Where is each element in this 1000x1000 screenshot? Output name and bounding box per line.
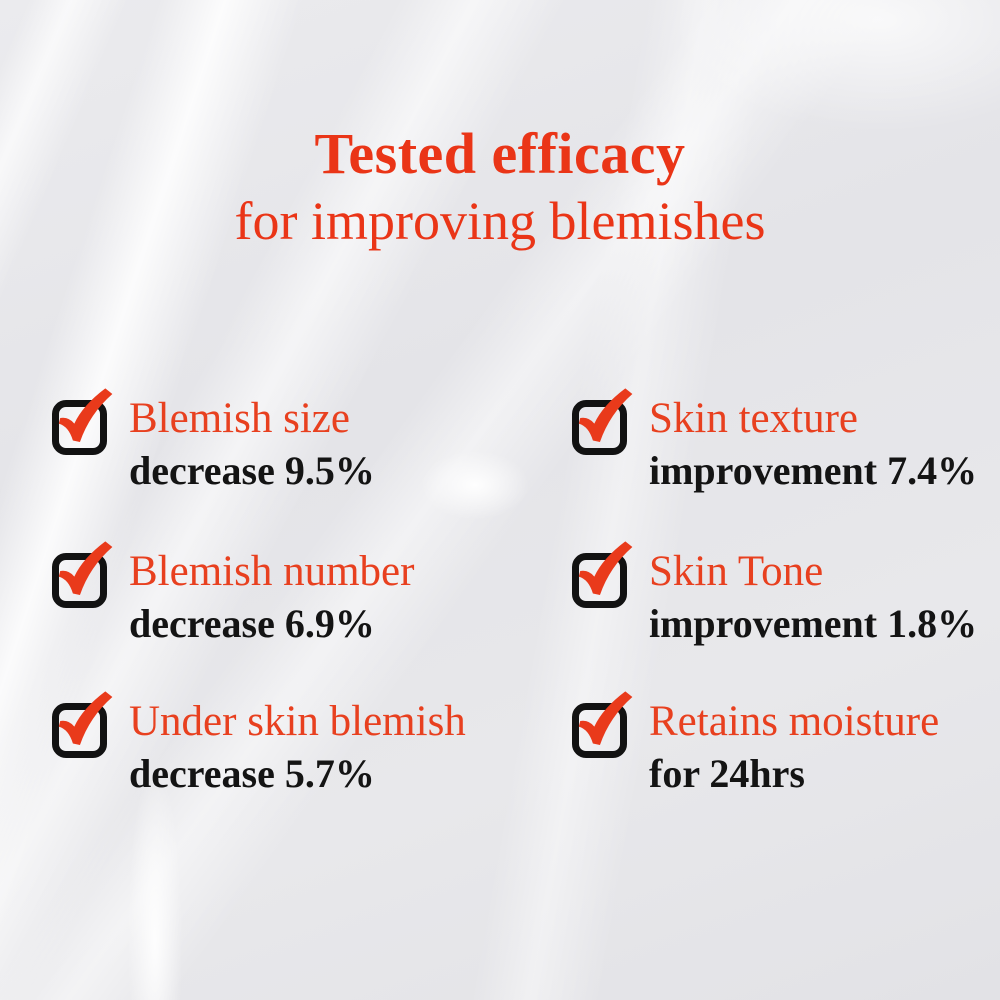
benefit-label: Under skin blemish bbox=[129, 698, 466, 745]
title-line1: Tested efficacy bbox=[314, 121, 686, 186]
benefit-label: Skin texture bbox=[649, 395, 858, 442]
checkbox-outline bbox=[52, 553, 107, 608]
checkbox-checked-icon bbox=[572, 541, 633, 608]
benefit-label: Skin Tone bbox=[649, 548, 824, 595]
benefit-detail: for 24hrs bbox=[649, 751, 805, 796]
title-line2: for improving blemishes bbox=[234, 191, 766, 251]
benefit-item-blemish-size: Blemish size decrease 9.5% bbox=[52, 388, 375, 493]
checkbox-checked-icon bbox=[52, 388, 113, 455]
benefit-item-blemish-number: Blemish number decrease 6.9% bbox=[52, 541, 415, 646]
benefit-detail: improvement 7.4% bbox=[649, 448, 978, 493]
benefit-detail: decrease 9.5% bbox=[129, 448, 375, 493]
benefit-item-retains-moisture: Retains moisture for 24hrs bbox=[572, 691, 940, 796]
benefit-label: Retains moisture bbox=[649, 698, 940, 745]
checkbox-outline bbox=[52, 400, 107, 455]
checkbox-outline bbox=[52, 703, 107, 758]
checkbox-checked-icon bbox=[572, 691, 633, 758]
checkbox-checked-icon bbox=[52, 691, 113, 758]
benefit-item-skin-texture: Skin texture improvement 7.4% bbox=[572, 388, 978, 493]
benefit-detail: improvement 1.8% bbox=[649, 601, 978, 646]
benefit-detail: decrease 6.9% bbox=[129, 601, 375, 646]
benefit-detail: decrease 5.7% bbox=[129, 751, 375, 796]
checkbox-checked-icon bbox=[572, 388, 633, 455]
benefit-label: Blemish number bbox=[129, 548, 415, 595]
page-title: Tested efficacy for improving blemishes bbox=[0, 118, 1000, 252]
checkbox-outline bbox=[572, 553, 627, 608]
benefit-item-skin-tone: Skin Tone improvement 1.8% bbox=[572, 541, 978, 646]
checkbox-outline bbox=[572, 703, 627, 758]
checkbox-checked-icon bbox=[52, 541, 113, 608]
benefit-label: Blemish size bbox=[129, 395, 350, 442]
benefit-item-under-skin-blemish: Under skin blemish decrease 5.7% bbox=[52, 691, 466, 796]
checkbox-outline bbox=[572, 400, 627, 455]
